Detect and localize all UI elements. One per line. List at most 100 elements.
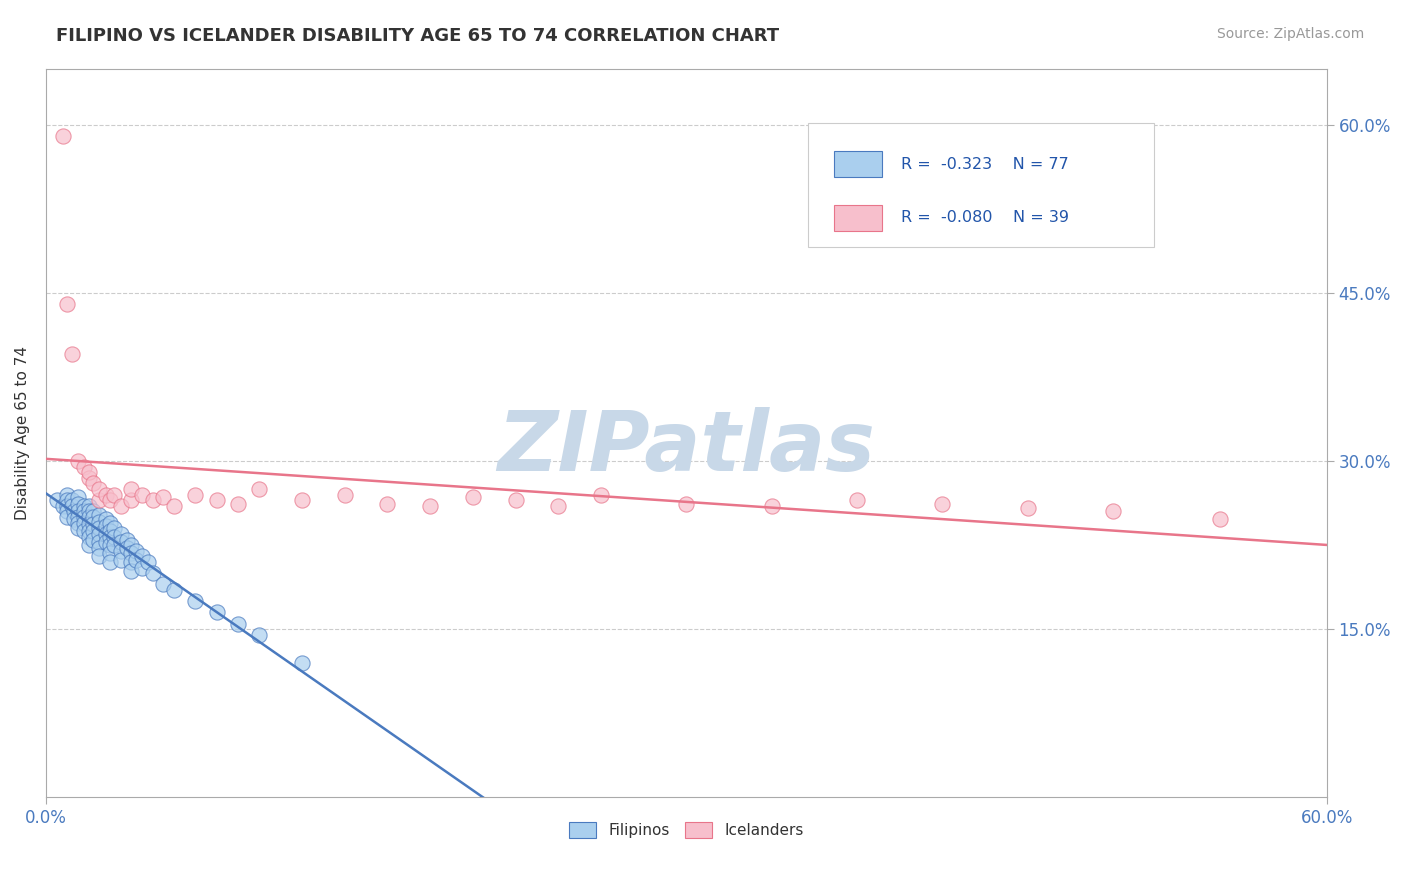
Point bbox=[138, 555, 160, 569]
Point bbox=[89, 541, 111, 556]
Point bbox=[62, 504, 84, 518]
Y-axis label: Disability Age 65 to 74: Disability Age 65 to 74 bbox=[15, 346, 30, 520]
Point bbox=[419, 499, 441, 513]
Point bbox=[82, 533, 104, 547]
Point bbox=[120, 493, 142, 508]
Point bbox=[77, 524, 100, 538]
Point bbox=[761, 499, 783, 513]
Point bbox=[94, 519, 117, 533]
Point bbox=[82, 504, 104, 518]
Point bbox=[52, 128, 75, 143]
Point bbox=[163, 499, 186, 513]
Point bbox=[846, 493, 869, 508]
Point bbox=[675, 497, 697, 511]
Point bbox=[184, 594, 207, 608]
Point bbox=[77, 471, 100, 485]
Point bbox=[77, 499, 100, 513]
Point bbox=[110, 499, 132, 513]
Point bbox=[62, 512, 84, 526]
Point bbox=[77, 538, 100, 552]
Point bbox=[56, 493, 79, 508]
Point bbox=[56, 504, 79, 518]
Point bbox=[77, 504, 100, 518]
Point bbox=[82, 524, 104, 538]
Point bbox=[82, 476, 104, 491]
Point bbox=[66, 510, 89, 524]
Text: R =  -0.080    N = 39: R = -0.080 N = 39 bbox=[901, 211, 1070, 226]
Point bbox=[110, 552, 132, 566]
Point bbox=[98, 516, 121, 530]
Point bbox=[110, 543, 132, 558]
Point bbox=[589, 488, 612, 502]
Point bbox=[52, 499, 75, 513]
Point bbox=[56, 488, 79, 502]
Point bbox=[73, 524, 96, 538]
Point bbox=[66, 516, 89, 530]
Text: Source: ZipAtlas.com: Source: ZipAtlas.com bbox=[1216, 27, 1364, 41]
Point bbox=[77, 510, 100, 524]
Point bbox=[66, 497, 89, 511]
Point bbox=[120, 538, 142, 552]
Point bbox=[89, 482, 111, 496]
Point bbox=[73, 459, 96, 474]
Point bbox=[73, 516, 96, 530]
Point bbox=[60, 499, 83, 513]
Point bbox=[131, 488, 153, 502]
Point bbox=[124, 543, 146, 558]
Point bbox=[66, 504, 89, 518]
Text: R =  -0.323    N = 77: R = -0.323 N = 77 bbox=[901, 157, 1069, 171]
Point bbox=[66, 454, 89, 468]
Point bbox=[89, 508, 111, 522]
FancyBboxPatch shape bbox=[834, 151, 883, 178]
Point bbox=[120, 564, 142, 578]
Point bbox=[249, 482, 271, 496]
Point bbox=[110, 534, 132, 549]
Point bbox=[142, 493, 165, 508]
Point bbox=[120, 482, 142, 496]
Point bbox=[152, 577, 174, 591]
FancyBboxPatch shape bbox=[808, 123, 1154, 247]
Point bbox=[547, 499, 569, 513]
Point bbox=[291, 656, 314, 670]
Point bbox=[89, 549, 111, 564]
Point bbox=[115, 541, 138, 556]
Point bbox=[124, 552, 146, 566]
Point bbox=[103, 530, 125, 544]
Point bbox=[1102, 504, 1125, 518]
Point bbox=[89, 515, 111, 529]
Legend: Filipinos, Icelanders: Filipinos, Icelanders bbox=[562, 816, 810, 845]
Point bbox=[94, 512, 117, 526]
Point bbox=[66, 490, 89, 504]
Point bbox=[103, 488, 125, 502]
Point bbox=[94, 527, 117, 541]
Text: ZIPatlas: ZIPatlas bbox=[498, 407, 876, 488]
Point bbox=[103, 521, 125, 535]
Point bbox=[77, 530, 100, 544]
Point bbox=[110, 527, 132, 541]
Point bbox=[505, 493, 527, 508]
Point bbox=[66, 521, 89, 535]
Point bbox=[152, 490, 174, 504]
Point bbox=[131, 560, 153, 574]
Point bbox=[56, 510, 79, 524]
Point bbox=[56, 297, 79, 311]
Point bbox=[98, 538, 121, 552]
Point bbox=[56, 499, 79, 513]
Point bbox=[73, 504, 96, 518]
Point bbox=[94, 488, 117, 502]
Point bbox=[103, 538, 125, 552]
Point bbox=[226, 616, 249, 631]
Point bbox=[94, 534, 117, 549]
Point bbox=[1017, 501, 1039, 516]
Point bbox=[120, 546, 142, 560]
Point bbox=[115, 533, 138, 547]
Point bbox=[77, 465, 100, 479]
Point bbox=[163, 582, 186, 597]
Point bbox=[89, 527, 111, 541]
Point bbox=[77, 516, 100, 531]
Point bbox=[73, 510, 96, 524]
Point bbox=[60, 347, 83, 361]
Point bbox=[333, 488, 356, 502]
Point bbox=[89, 521, 111, 535]
Point bbox=[205, 606, 228, 620]
